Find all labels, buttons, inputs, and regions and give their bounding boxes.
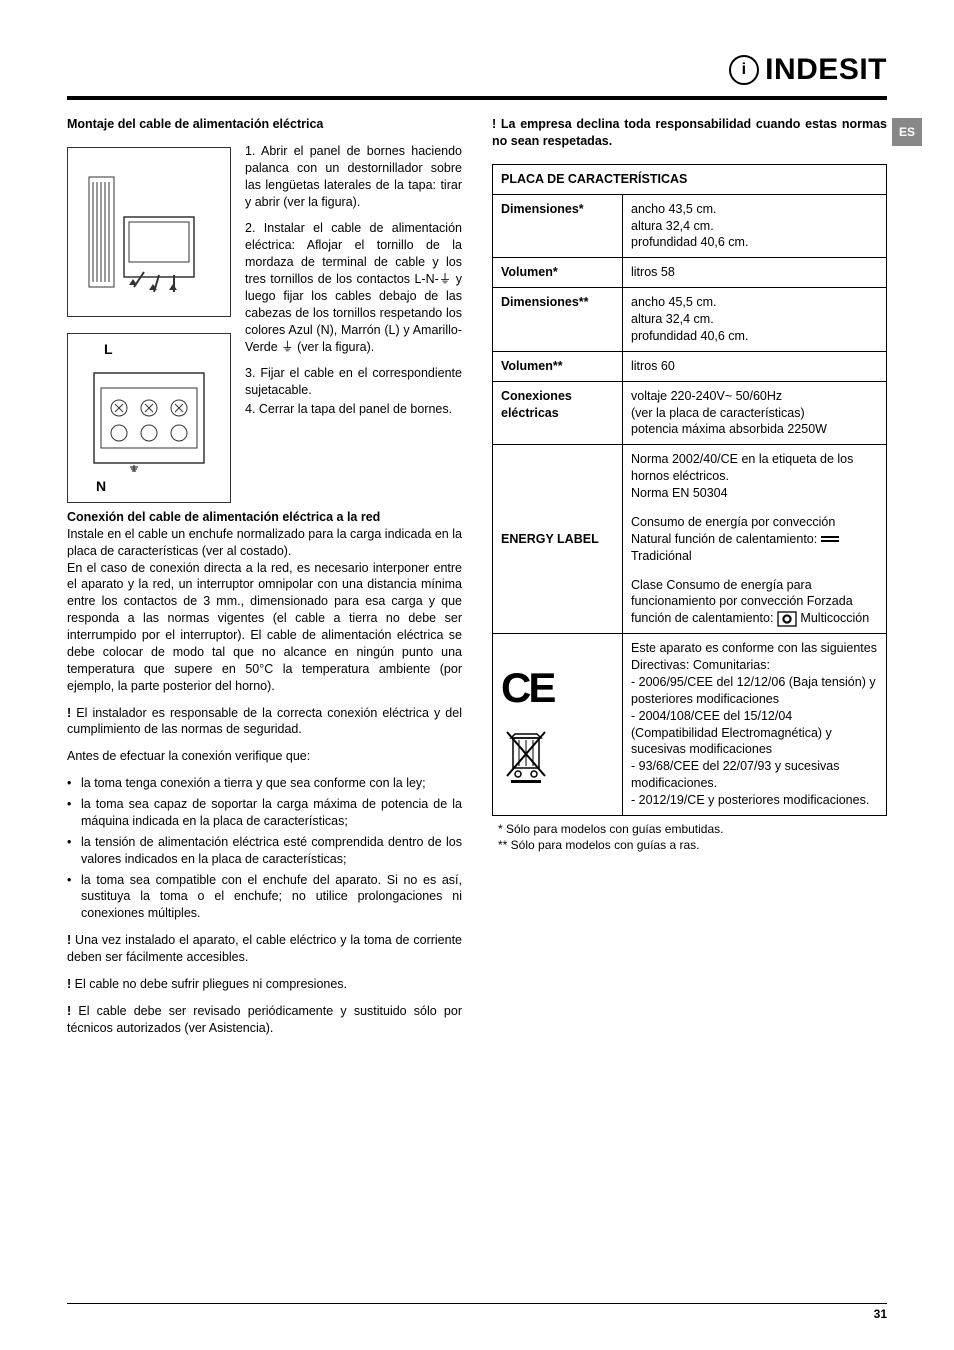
verify-intro: Antes de efectuar la conexión verifique … (67, 748, 462, 765)
warning-bend: El cable no debe sufrir pliegues ni comp… (67, 976, 462, 993)
spec-key: Dimensiones** (493, 288, 623, 352)
logo-i-icon: i (729, 55, 759, 85)
verify-list: la toma tenga conexión a tierra y que se… (67, 775, 462, 922)
traditional-icon (821, 536, 839, 542)
warning-access: Una vez instalado el aparato, el cable e… (67, 932, 462, 966)
language-tab: ES (892, 118, 922, 146)
spec-key: Conexiones eléctricas (493, 381, 623, 445)
figure-group: L N (67, 147, 231, 503)
figure-label-L: L (104, 340, 113, 359)
ground-icon: ⏚ (281, 340, 294, 354)
list-item: la toma tenga conexión a tierra y que se… (81, 775, 462, 792)
footnote-1: * Sólo para modelos con guías embutidas. (498, 821, 887, 837)
footnotes: * Sólo para modelos con guías embutidas.… (492, 821, 887, 853)
ce-cell: CE (493, 634, 623, 816)
ground-icon: ⏚ (439, 272, 452, 286)
spec-val: litros 58 (623, 258, 887, 288)
warning-check: El cable debe ser revisado periódicament… (67, 1003, 462, 1037)
left-column: Montaje del cable de alimentación eléctr… (67, 116, 462, 1047)
page-number: 31 (874, 1306, 887, 1322)
heading-mount: Montaje del cable de alimentación eléctr… (67, 116, 462, 133)
spec-key: Volumen* (493, 258, 623, 288)
spec-val: ancho 45,5 cm. altura 32,4 cm. profundid… (623, 288, 887, 352)
header-rule (67, 96, 887, 100)
weee-bin-icon (501, 728, 551, 784)
terminal-box-icon (79, 157, 219, 307)
spec-table: PLACA DE CARACTERÍSTICAS Dimensiones* an… (492, 164, 887, 816)
list-item: la tensión de alimentación eléctrica est… (81, 834, 462, 868)
brand-logo: i INDESIT (729, 50, 887, 91)
ce-mark-icon: CE (501, 660, 614, 717)
right-column: La empresa declina toda responsabilidad … (492, 116, 887, 1047)
spec-val: voltaje 220-240V~ 50/60Hz (ver la placa … (623, 381, 887, 445)
spec-val: Este aparato es conforme con las siguien… (623, 634, 887, 816)
figure-label-N: N (96, 477, 106, 496)
list-item: la toma sea capaz de soportar la carga m… (81, 796, 462, 830)
figure-2: L N (67, 333, 231, 503)
conn-p2: En el caso de conexión directa a la red,… (67, 560, 462, 695)
spec-val: ancho 43,5 cm. altura 32,4 cm. profundid… (623, 194, 887, 258)
figure-1 (67, 147, 231, 317)
list-item: la toma sea compatible con el enchufe de… (81, 872, 462, 923)
spec-key: Volumen** (493, 351, 623, 381)
table-header: PLACA DE CARACTERÍSTICAS (493, 164, 887, 194)
spec-key: Dimensiones* (493, 194, 623, 258)
spec-key: ENERGY LABEL (493, 445, 623, 634)
multicook-icon (777, 611, 800, 625)
spec-val: litros 60 (623, 351, 887, 381)
conn-p1: Instale en el cable un enchufe normaliza… (67, 526, 462, 560)
footnote-2: ** Sólo para modelos con guías a ras. (498, 837, 887, 853)
wiring-diagram-icon (79, 353, 219, 483)
warning-company: La empresa declina toda responsabilidad … (492, 116, 887, 150)
spec-val: Norma 2002/40/CE en la etiqueta de los h… (623, 445, 887, 634)
brand-name: INDESIT (765, 50, 887, 91)
heading-connection: Conexión del cable de alimentación eléct… (67, 510, 380, 524)
warning-installer: El instalador es responsable de la corre… (67, 705, 462, 739)
